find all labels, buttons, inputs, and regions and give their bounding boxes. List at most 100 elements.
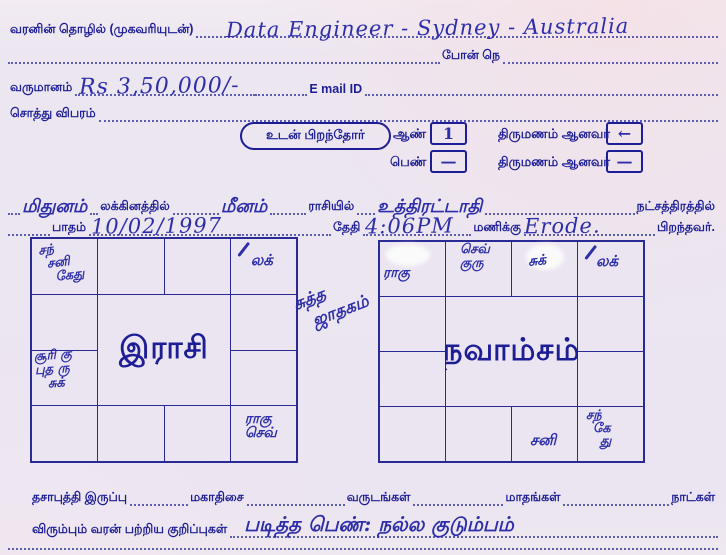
time-label: மணிக்கு xyxy=(473,220,521,234)
lagna-slash-icon xyxy=(237,241,250,257)
dotted-line xyxy=(485,211,635,215)
income-label: வருமானம் xyxy=(10,80,73,94)
married-status-box-1: ← xyxy=(606,122,643,145)
navamsam-cell-r1c3: சுக் xyxy=(512,242,577,296)
bottom-dotted-line xyxy=(8,546,718,550)
dotted-line: Rs 3,50,000/- xyxy=(75,73,256,100)
lagna-label: லக்கினத்தில் xyxy=(100,199,170,213)
occupation-handwritten-value: Data Engineer - Sydney - Australia xyxy=(226,13,630,43)
center-note-handwritten: சுத்த ஜாதகம் xyxy=(290,284,372,332)
rasi-cell-r4c2 xyxy=(98,406,164,461)
married-status-box-2: — xyxy=(606,150,643,173)
male-count-value: 1 xyxy=(442,124,455,143)
rasi-cell-r1c1: சந் சனி கேது xyxy=(32,239,98,294)
property-line: சொத்து விபரம் xyxy=(8,106,718,122)
navamsam-cell-r2c1 xyxy=(380,297,445,351)
female-label: பெண் xyxy=(390,154,427,169)
phone-line: போன் நெ xyxy=(8,48,718,64)
dotted-line xyxy=(8,232,50,236)
dotted-line xyxy=(8,546,718,550)
dotted-line xyxy=(413,502,504,506)
dasa-line: தசாபுத்தி இருப்பு மகாதிசை வருடங்கள் மாதங… xyxy=(8,490,718,506)
navamsam-cell-r4c2 xyxy=(446,407,511,461)
dotted-line xyxy=(239,232,332,236)
navamsam-cell-r1c2: செவ் குரு xyxy=(446,242,511,296)
navamsam-cell-r4c3: சனி xyxy=(512,407,577,461)
dotted-line xyxy=(98,118,718,122)
navamsam-lagna-mark: லக் xyxy=(596,252,619,270)
rasi-handwritten-value: மீனம் xyxy=(220,196,268,217)
dotted-line xyxy=(503,60,718,64)
navamsam-r1c2-planets: செவ் குரு xyxy=(460,242,490,271)
married-label-2: திருமணம் ஆனவர் xyxy=(498,154,611,169)
dotted-line xyxy=(357,211,376,215)
whiteout-patch xyxy=(526,244,564,270)
rasi-cell-r2c1 xyxy=(32,294,98,350)
rasi-r4c4-planets: ராகு செவ் xyxy=(244,411,277,442)
rasi-cell-r1c3 xyxy=(164,239,230,294)
years-label: வருடங்கள் xyxy=(346,490,411,504)
navamsam-cell-r1c1: ராகு xyxy=(380,242,445,296)
rasi-cell-r1c4: லக் xyxy=(230,239,296,294)
days-label: நாட்கள் xyxy=(671,490,715,504)
dotted-line xyxy=(563,502,670,506)
date-handwritten-value: 10/02/1997 xyxy=(90,213,223,239)
male-label: ஆண் xyxy=(393,126,426,141)
dotted-line xyxy=(8,60,440,64)
whiteout-patch xyxy=(386,244,430,266)
navamsam-cell-r2c4 xyxy=(578,297,643,351)
male-count-box: 1 xyxy=(430,122,467,145)
email-label: E mail ID xyxy=(309,82,363,96)
navamsam-r1c3-planets: சுக் xyxy=(527,252,547,270)
star-handwritten-value: உத்திரட்டாதி xyxy=(377,196,483,217)
navamsam-cell-r4c4: சந் கே து xyxy=(578,407,643,461)
navamsam-chart: ராகு செவ் குரு சுக் லக் நவாம்சம் xyxy=(378,240,645,463)
dotted-line xyxy=(270,211,307,215)
preferences-line: விரும்பும் வரன் பற்றிய குறிப்புகள் படித்… xyxy=(8,512,718,538)
occupation-label: வரனின் தொழில் (முகவரியுடன்) xyxy=(10,22,194,36)
siblings-title-oval: உடன் பிறந்தோர் xyxy=(240,122,391,150)
rasi-cell-r4c1 xyxy=(32,406,98,461)
female-count-box: — xyxy=(430,150,467,173)
months-label: மாதங்கள் xyxy=(505,490,561,504)
income-handwritten-value: Rs 3,50,000/- xyxy=(79,73,241,100)
rasi-chart: சந் சனி கேது லக் இராசி சூரி கு புத ரு சு… xyxy=(30,237,298,463)
dasa-balance-label: தசாபுத்தி இருப்பு xyxy=(32,490,128,504)
navamsam-r4c3-planets: சனி xyxy=(530,431,557,449)
navamsam-cell-r1c4: லக் xyxy=(578,242,643,296)
preferences-label: விரும்பும் வரன் பற்றிய குறிப்புகள் xyxy=(32,522,228,536)
dotted-line xyxy=(8,211,20,215)
padham-label: பாதம் xyxy=(52,220,87,234)
married-status-value-1: ← xyxy=(617,124,632,143)
lagna-handwritten-value: மிதுனம் xyxy=(22,196,88,217)
dotted-line xyxy=(365,92,718,96)
rasi-cell-r3c4 xyxy=(230,350,296,406)
born-label: பிறந்தவர். xyxy=(656,220,715,234)
rasi-cell-r4c3 xyxy=(164,406,230,461)
star-label: நட்சத்திரத்தில் xyxy=(636,199,716,213)
dotted-line: Erode. xyxy=(524,214,655,238)
navamsam-r1c1-planets: ராகு xyxy=(383,265,410,281)
property-label: சொத்து விபரம் xyxy=(10,106,96,120)
occupation-line: வரனின் தொழில் (முகவரியுடன்) Data Enginee… xyxy=(8,14,718,42)
rasi-label: ராசியில் xyxy=(308,199,355,213)
lagna-rasi-star-line: மிதுனம் லக்கினத்தில் மீனம் ராசியில் உத்த… xyxy=(8,192,718,217)
dotted-line: 4:06PM xyxy=(363,214,472,238)
rasi-cell-r2c4 xyxy=(230,294,296,350)
time-handwritten-value: 4:06PM xyxy=(365,213,455,239)
income-line: வருமானம் Rs 3,50,000/- E mail ID xyxy=(8,73,718,100)
navamsam-cell-r3c1 xyxy=(380,352,445,406)
married-label-1: திருமணம் ஆனவர் xyxy=(498,126,611,141)
dotted-line xyxy=(246,502,345,506)
dotted-line: 10/02/1997 xyxy=(89,213,240,239)
navamsam-chart-title: நவாம்சம் xyxy=(443,297,579,406)
lagna-slash-icon xyxy=(584,244,597,260)
dotted-line xyxy=(130,502,189,506)
navamsam-cell-r4c1 xyxy=(380,407,445,461)
rasi-cell-r3c1: சூரி கு புத ரு சுக் xyxy=(32,346,98,406)
place-handwritten-value: Erode. xyxy=(523,213,601,239)
rasi-cell-r4c4: ராகு செவ் xyxy=(230,406,296,461)
navamsam-cell-r3c4 xyxy=(578,352,643,406)
navamsam-r4c4-planets: சந் கே து xyxy=(586,408,612,449)
